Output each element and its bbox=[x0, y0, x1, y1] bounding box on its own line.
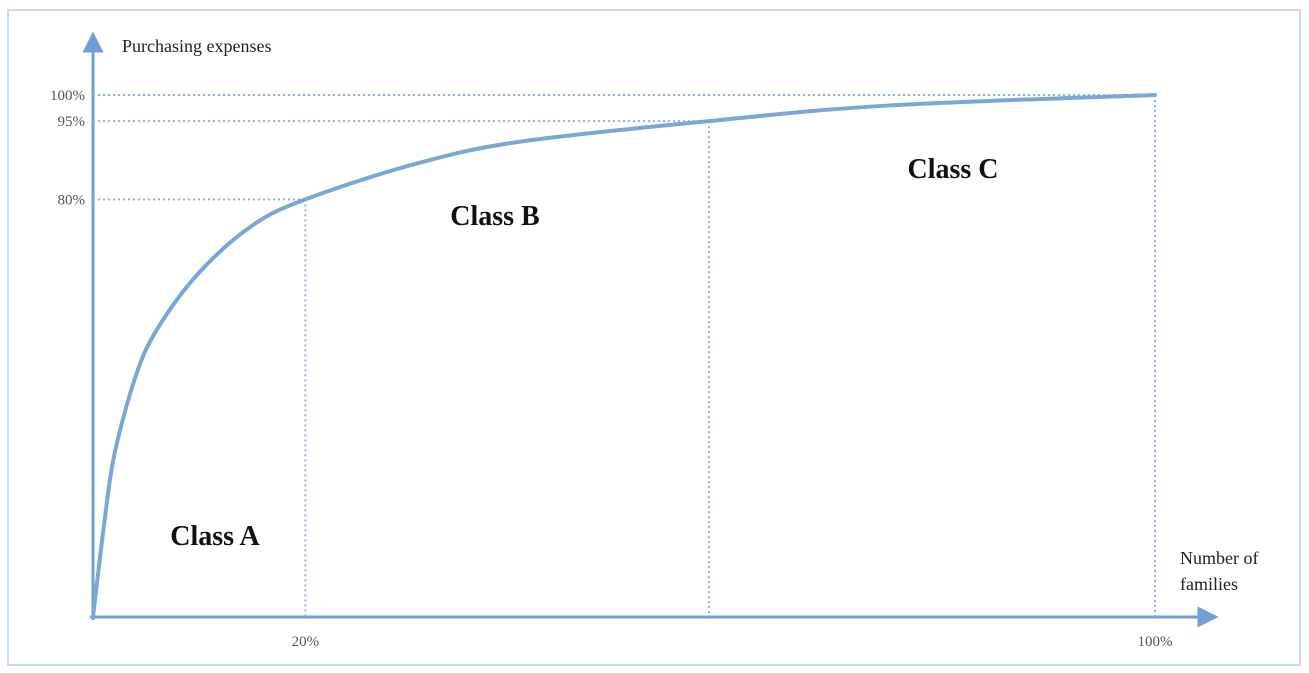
class-label: Class A bbox=[170, 521, 260, 552]
curve bbox=[91, 93, 1157, 619]
y-tick-label: 100% bbox=[50, 88, 85, 104]
class-label: Class C bbox=[907, 154, 998, 185]
y-axis-label: Purchasing expenses bbox=[122, 36, 271, 56]
x-tick-label: 100% bbox=[1138, 634, 1173, 650]
y-tick-label: 95% bbox=[58, 114, 86, 130]
x-tick-label: 20% bbox=[292, 634, 320, 650]
class-label: Class B bbox=[450, 201, 539, 232]
y-tick-label: 80% bbox=[58, 192, 86, 208]
frame bbox=[7, 9, 1301, 666]
x-axis-label: Number of families bbox=[1180, 548, 1259, 594]
